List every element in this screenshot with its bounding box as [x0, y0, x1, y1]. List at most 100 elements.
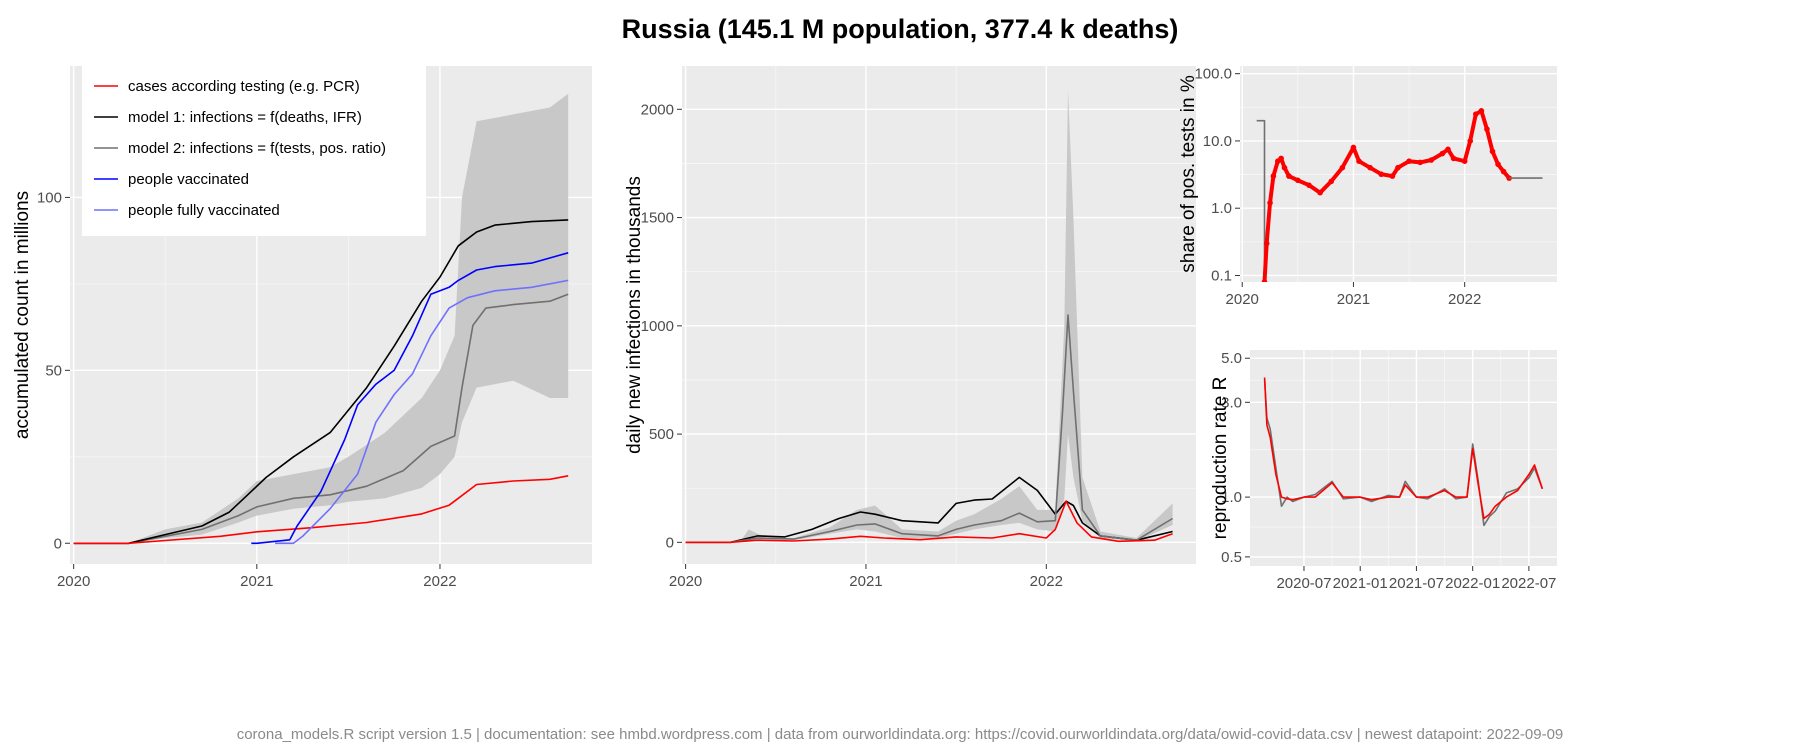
- legend-label: people fully vaccinated: [128, 202, 280, 219]
- data-point: [1367, 164, 1373, 171]
- y-tick-label: 5.0: [1221, 350, 1242, 367]
- y-tick-label: 2000: [641, 101, 674, 118]
- series-line-model1: [73, 219, 569, 545]
- y-axis-label: daily new infections in thousands: [624, 176, 645, 454]
- series-line-vacc: [251, 252, 569, 545]
- x-tick-label: 2021: [849, 573, 882, 590]
- plot-background: [682, 66, 1196, 564]
- data-point: [1484, 126, 1490, 132]
- legend-label: model 1: infections = f(deaths, IFR): [128, 109, 362, 126]
- data-point: [1278, 155, 1284, 162]
- y-tick-label: 10.0: [1203, 133, 1232, 150]
- legend-box: [82, 66, 426, 236]
- data-point: [1295, 177, 1301, 184]
- series-line-model2: [73, 293, 569, 545]
- x-tick-label: 2021: [240, 573, 273, 590]
- chart-panel-2: 2020 2021 2022 0 500 1000 1500 2000 daily new in…: [624, 66, 1196, 590]
- plot-area: [73, 93, 569, 545]
- x-tick-label: 2020: [669, 573, 702, 590]
- chart-title: Russia (145.1 M population, 377.4 k deat…: [621, 14, 1179, 44]
- x-tick-label: 2020: [1226, 291, 1259, 308]
- plot-background: [1250, 350, 1557, 566]
- data-point: [1417, 159, 1423, 166]
- plot-area: [1263, 377, 1544, 527]
- data-point: [1261, 279, 1268, 282]
- series-line-model1: [685, 476, 1173, 544]
- data-point: [1378, 171, 1385, 178]
- data-point: [1263, 240, 1270, 247]
- data-point: [1500, 168, 1507, 175]
- data-point: [1428, 157, 1435, 163]
- series-line-positive_rate: [1262, 108, 1511, 282]
- data-point: [1267, 200, 1273, 206]
- legend-label: model 2: infections = f(tests, pos. rati…: [128, 140, 386, 157]
- x-tick-label: 2021-01: [1333, 575, 1388, 592]
- y-axis-label: share of pos. tests in %: [1178, 75, 1199, 273]
- y-tick-label: 50: [45, 362, 62, 379]
- uncertainty-band: [685, 89, 1173, 543]
- y-tick-label: 3.0: [1221, 394, 1242, 411]
- x-tick-label: 2020: [57, 573, 90, 590]
- y-tick-label: 0: [54, 535, 62, 552]
- x-tick-label: 2022: [1448, 291, 1481, 308]
- data-point: [1495, 161, 1501, 168]
- footer-caption: corona_models.R script version 1.5 | doc…: [236, 726, 1564, 743]
- legend-label: cases according testing (e.g. PCR): [128, 78, 360, 95]
- data-point: [1489, 148, 1496, 155]
- data-point: [1328, 178, 1335, 185]
- legend: cases according testing (e.g. PCR) model …: [82, 66, 426, 236]
- data-point: [1461, 158, 1468, 164]
- y-tick-label: 100: [37, 189, 62, 206]
- legend-label: people vaccinated: [128, 171, 249, 188]
- y-tick-label: 0.1: [1211, 267, 1232, 284]
- chart-panel-4: 2020-07 2021-01 2021-07 2022-01 2022-07 0.5 1.…: [1210, 350, 1557, 592]
- data-point: [1445, 146, 1451, 153]
- data-point: [1389, 173, 1396, 179]
- data-point: [1350, 144, 1357, 151]
- data-point: [1395, 164, 1401, 171]
- plot-area: [685, 89, 1174, 544]
- x-tick-label: 2022-07: [1501, 575, 1556, 592]
- data-point: [1356, 158, 1362, 164]
- x-tick-label: 2021: [1337, 291, 1370, 308]
- series-line-gray_step: [1256, 119, 1266, 282]
- data-point: [1306, 182, 1312, 188]
- y-tick-label: 0.5: [1221, 549, 1242, 566]
- y-tick-label: 1.0: [1211, 200, 1232, 217]
- x-tick-label: 2022: [423, 573, 456, 590]
- x-tick-label: 2022: [1030, 573, 1063, 590]
- data-point: [1339, 164, 1346, 171]
- y-tick-label: 1500: [641, 210, 674, 227]
- y-tick-label: 500: [649, 426, 674, 443]
- y-tick-label: 0: [666, 534, 674, 551]
- series-line-cases: [685, 500, 1173, 544]
- series-line-red: [1263, 377, 1544, 520]
- uncertainty-band: [73, 93, 569, 544]
- data-point: [1439, 150, 1446, 157]
- data-point: [1467, 138, 1474, 144]
- data-point: [1506, 175, 1512, 181]
- y-tick-label: 1000: [641, 318, 674, 335]
- data-point: [1270, 173, 1277, 179]
- series-line-model2: [685, 314, 1174, 544]
- series-line-gray: [1263, 379, 1544, 527]
- series-line-cases: [73, 475, 569, 545]
- data-point: [1478, 108, 1485, 114]
- data-point: [1281, 164, 1288, 171]
- y-tick-label: 100.0: [1194, 66, 1232, 83]
- y-axis-label: reproduction rate R: [1210, 377, 1231, 540]
- y-axis-label: accumulated count in millions: [12, 191, 33, 439]
- data-point: [1473, 111, 1479, 117]
- series-line-vacc_full: [275, 279, 569, 545]
- x-tick-label: 2021-07: [1389, 575, 1444, 592]
- data-point: [1406, 158, 1412, 164]
- data-point: [1286, 173, 1292, 179]
- x-tick-label: 2022-01: [1445, 575, 1500, 592]
- plot-area: [1256, 108, 1543, 282]
- x-tick-label: 2020-07: [1276, 575, 1331, 592]
- data-point: [1317, 189, 1323, 196]
- data-point: [1450, 155, 1457, 162]
